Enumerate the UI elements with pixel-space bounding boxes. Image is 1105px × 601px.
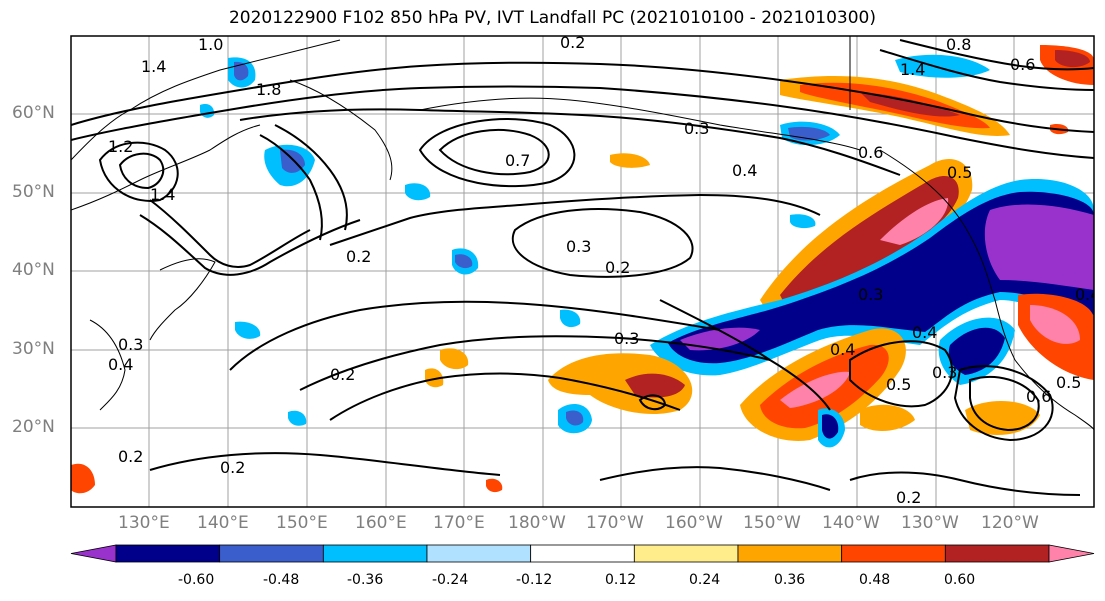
- lon-label: 120°W: [981, 513, 1039, 533]
- lon-label: 130°W: [901, 513, 959, 533]
- contour-label: 0.5: [886, 375, 911, 394]
- contour-label: 0.2: [896, 488, 921, 507]
- colorbar-tick-label: -0.36: [347, 572, 384, 588]
- coastlines: [71, 36, 1094, 431]
- colorbar-segment: [944, 544, 1050, 563]
- contour-label: 0.6: [1010, 55, 1035, 74]
- lat-label-50n: 50°N: [12, 182, 55, 202]
- pv-contours: [71, 39, 1094, 496]
- contour-label: 0.3: [566, 237, 591, 256]
- lat-label-20n: 20°N: [12, 417, 55, 437]
- contour-label: 0.6: [858, 143, 883, 162]
- contour-label: 1.4: [141, 57, 166, 76]
- lon-label: 170°W: [586, 513, 644, 533]
- contour-label: 0.3: [118, 335, 143, 354]
- contour-label: 0.6: [1026, 387, 1051, 406]
- contour-label: 0.7: [505, 151, 530, 170]
- contour-label: 0.4: [830, 340, 855, 359]
- contour-label: 0.2: [118, 447, 143, 466]
- lon-label: 130°E: [118, 513, 170, 533]
- colorbar-segment: [633, 544, 739, 563]
- colorbar-tick-label: -0.12: [516, 572, 553, 588]
- contour-label: 0.2: [605, 258, 630, 277]
- contour-label: 0.8: [946, 35, 971, 54]
- contour-label: 0.3: [684, 119, 709, 138]
- lat-label-30n: 30°N: [12, 339, 55, 359]
- lon-label: 170°E: [433, 513, 485, 533]
- contour-label: 0.3: [614, 329, 639, 348]
- colorbar-extend-high: [1048, 544, 1095, 563]
- lon-label: 160°W: [665, 513, 723, 533]
- colorbar-segment: [530, 544, 635, 563]
- map-frame: [70, 35, 1095, 508]
- contour-label: 0.5: [1056, 373, 1081, 392]
- colorbar-tick-label: -0.24: [432, 572, 469, 588]
- colorbar-tick-label: 0.48: [859, 572, 891, 588]
- colorbar-segment: [737, 544, 843, 563]
- colorbar-segment: [322, 544, 428, 563]
- lat-label-40n: 40°N: [12, 260, 55, 280]
- lon-label: 160°E: [355, 513, 407, 533]
- contour-label: 0.3: [858, 285, 883, 304]
- contour-label: 1.2: [108, 137, 133, 156]
- lon-label: 180°W: [508, 513, 566, 533]
- colorbar-tick-label: 0.12: [605, 572, 637, 588]
- colorbar-tick-label: 0.60: [944, 572, 976, 588]
- contour-label: 1.4: [150, 185, 175, 204]
- colorbar: [70, 544, 1095, 563]
- lon-label: 150°W: [743, 513, 801, 533]
- colorbar-segment: [426, 544, 532, 563]
- ivt-shading: [71, 45, 1094, 494]
- contour-label: 0.4: [108, 355, 133, 374]
- lon-label: 140°W: [822, 513, 880, 533]
- contour-label: 0.4: [912, 323, 937, 342]
- colorbar-tick-label: -0.60: [178, 572, 215, 588]
- lat-label-60n: 60°N: [12, 103, 55, 123]
- pv-contour-labels: 1.4 1.0 1.8 1.2 1.4 0.3 0.7 0.6 0.4 0.5 …: [108, 33, 1100, 507]
- map-title: 2020122900 F102 850 hPa PV, IVT Landfall…: [228, 8, 876, 28]
- contour-label: 1.8: [256, 80, 281, 99]
- lon-label: 150°E: [276, 513, 328, 533]
- colorbar-tick-label: 0.24: [689, 572, 721, 588]
- colorbar-segment: [115, 544, 221, 563]
- lon-label: 140°E: [197, 513, 249, 533]
- contour-label: 0.4: [1075, 285, 1100, 304]
- colorbar-tick-label: 0.36: [774, 572, 806, 588]
- contour-label: 0.3: [932, 363, 957, 382]
- contour-label: 1.4: [900, 60, 925, 79]
- contour-label: 1.0: [198, 35, 223, 54]
- contour-label: 0.2: [220, 458, 245, 477]
- colorbar-segment: [841, 544, 946, 563]
- colorbar-tick-label: -0.48: [263, 572, 300, 588]
- contour-label: 0.5: [947, 163, 972, 182]
- contour-label: 0.2: [560, 33, 585, 52]
- colorbar-extend-low: [70, 544, 117, 563]
- contour-label: 0.2: [346, 247, 371, 266]
- colorbar-segment: [219, 544, 324, 563]
- contour-label: 0.4: [732, 161, 757, 180]
- contour-label: 0.2: [330, 365, 355, 384]
